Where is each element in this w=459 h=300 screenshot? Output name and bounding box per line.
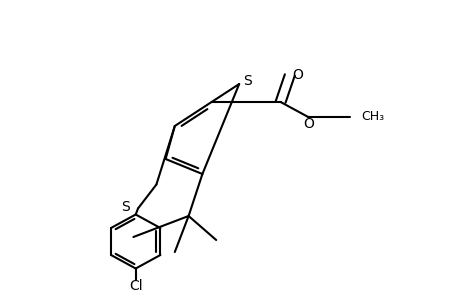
Text: Cl: Cl <box>129 279 142 293</box>
Text: O: O <box>292 68 303 82</box>
Text: CH₃: CH₃ <box>360 110 383 124</box>
Text: S: S <box>120 200 129 214</box>
Text: S: S <box>242 74 252 88</box>
Text: O: O <box>303 118 314 131</box>
